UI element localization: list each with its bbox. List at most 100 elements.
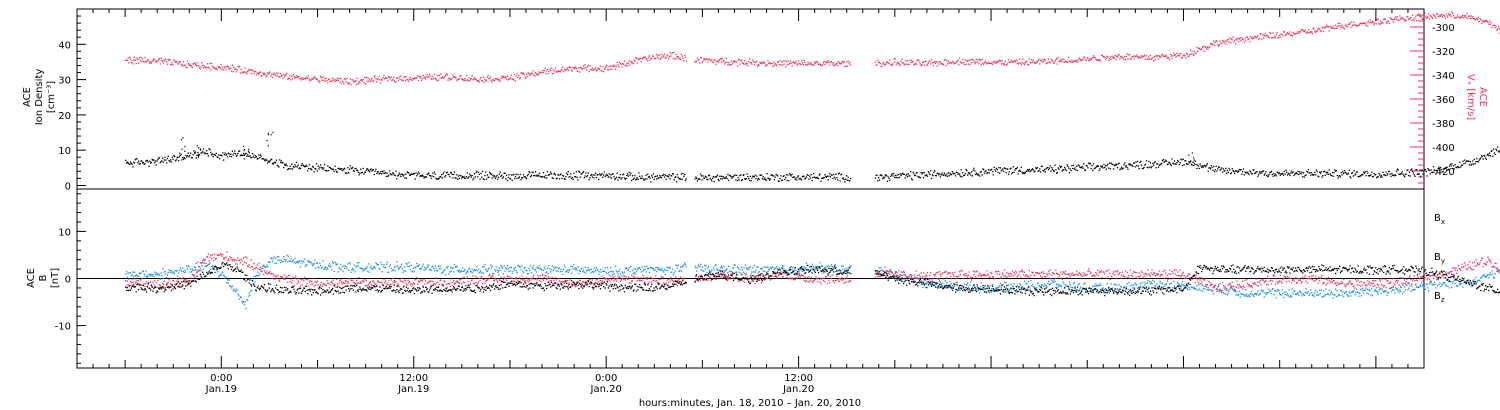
data-point xyxy=(649,177,651,179)
data-point xyxy=(449,79,452,81)
data-point xyxy=(188,266,190,268)
data-point xyxy=(248,155,250,157)
data-point xyxy=(749,61,751,64)
data-point xyxy=(536,73,538,76)
data-point xyxy=(667,176,670,178)
data-point xyxy=(356,262,359,264)
data-point xyxy=(141,160,143,162)
data-point xyxy=(502,273,505,275)
data-point xyxy=(1144,58,1147,60)
data-point xyxy=(480,172,482,175)
data-point xyxy=(327,165,329,167)
data-point xyxy=(310,79,312,81)
data-point xyxy=(636,177,638,179)
data-point xyxy=(1436,169,1439,172)
data-point xyxy=(1106,55,1108,57)
data-point xyxy=(683,54,686,57)
data-point xyxy=(1254,172,1257,174)
data-point xyxy=(590,69,593,71)
data-point xyxy=(1317,175,1319,177)
data-point xyxy=(1182,55,1184,57)
data-point xyxy=(361,171,363,174)
data-point xyxy=(641,58,643,60)
data-point xyxy=(236,289,238,292)
data-point xyxy=(481,176,483,178)
data-point xyxy=(602,270,604,272)
data-point xyxy=(245,71,247,74)
data-point xyxy=(715,264,717,266)
data-point xyxy=(283,166,285,169)
data-point xyxy=(389,78,391,80)
data-point xyxy=(1470,164,1472,166)
data-point xyxy=(424,176,427,178)
data-point xyxy=(818,63,820,65)
data-point xyxy=(708,265,710,267)
data-point xyxy=(1424,15,1427,18)
data-point xyxy=(1245,172,1247,174)
data-point xyxy=(586,175,589,177)
data-point xyxy=(1161,162,1163,165)
data-point xyxy=(414,178,416,180)
data-point xyxy=(277,72,279,74)
data-point xyxy=(503,265,505,267)
data-point xyxy=(594,271,596,273)
data-point xyxy=(1405,19,1407,21)
data-point xyxy=(210,62,213,64)
data-point xyxy=(1217,45,1220,47)
data-point xyxy=(1367,172,1369,174)
data-point xyxy=(392,172,395,175)
data-point xyxy=(934,62,937,64)
data-point xyxy=(1410,16,1412,19)
data-point xyxy=(1464,16,1466,18)
data-point xyxy=(1076,61,1079,63)
data-point xyxy=(728,62,730,64)
data-point xyxy=(754,271,756,273)
data-point xyxy=(534,174,536,177)
data-point xyxy=(485,268,487,270)
data-point xyxy=(227,66,230,68)
data-point xyxy=(1296,173,1298,175)
data-point xyxy=(628,266,630,269)
data-point xyxy=(644,56,646,58)
data-point xyxy=(1301,171,1303,173)
data-point xyxy=(1217,44,1219,46)
data-point xyxy=(1013,171,1015,174)
data-point xyxy=(186,265,188,267)
data-point xyxy=(377,78,379,80)
data-point xyxy=(901,58,903,61)
data-point xyxy=(772,65,774,68)
data-point xyxy=(939,176,942,178)
data-point xyxy=(1217,166,1220,168)
data-point xyxy=(1277,171,1279,174)
data-point xyxy=(456,79,458,81)
data-point xyxy=(736,266,739,268)
data-point xyxy=(184,145,186,148)
data-point xyxy=(194,62,196,64)
data-point xyxy=(1277,37,1279,39)
data-point xyxy=(553,173,555,175)
data-point xyxy=(380,78,383,81)
data-point xyxy=(548,265,550,267)
data-point xyxy=(193,63,195,65)
data-point xyxy=(1445,13,1447,15)
data-point xyxy=(335,79,338,82)
data-point xyxy=(695,60,698,62)
data-point xyxy=(180,63,182,66)
data-point xyxy=(222,152,224,154)
top-left-tick-label: 30 xyxy=(58,76,71,87)
data-point xyxy=(1408,18,1411,20)
data-point xyxy=(175,61,177,63)
series-vx xyxy=(125,11,1500,86)
data-point xyxy=(988,172,990,174)
data-point xyxy=(950,62,953,64)
data-point xyxy=(297,261,299,264)
data-point xyxy=(577,266,579,268)
data-point xyxy=(875,64,877,66)
data-point xyxy=(1370,21,1372,23)
data-point xyxy=(473,269,476,271)
data-point xyxy=(233,288,235,290)
data-point xyxy=(570,69,573,71)
data-point xyxy=(768,268,771,271)
data-point xyxy=(1335,24,1337,26)
data-point xyxy=(202,148,205,150)
